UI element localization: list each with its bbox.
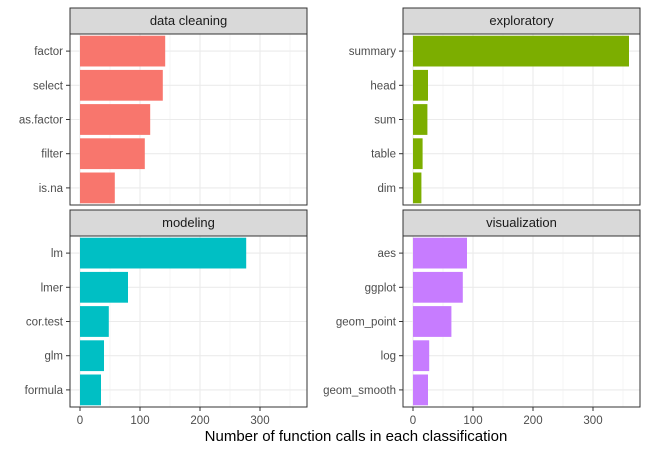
facet-strip — [402, 209, 641, 237]
facet-strip — [69, 7, 308, 35]
y-tick-label-table: table — [371, 149, 396, 161]
facet-panel-exploratory: exploratory summary head sum table dim — [349, 7, 641, 206]
facet-strip — [402, 7, 641, 35]
bar-sum — [413, 104, 428, 135]
y-tick-label-dim: dim — [377, 183, 396, 195]
facet-strip-title: exploratory — [489, 13, 554, 28]
bar-geom_point — [413, 306, 452, 337]
bar-factor — [80, 35, 166, 67]
bar-summary — [413, 35, 629, 67]
y-tick-label-geom_smooth: geom_smooth — [323, 385, 396, 397]
panel-border — [69, 235, 308, 408]
y-tick-label-summary: summary — [349, 46, 397, 58]
x-tick-label: 100 — [130, 415, 149, 427]
x-tick-label: 0 — [77, 415, 83, 427]
bar-lm — [80, 237, 247, 269]
y-tick-label-cor.test: cor.test — [26, 317, 64, 329]
bar-ggplot — [413, 271, 463, 303]
x-tick-label: 300 — [583, 415, 602, 427]
facet-strip-title: visualization — [486, 215, 557, 230]
bar-head — [413, 69, 428, 101]
bar-is.na — [80, 172, 115, 204]
y-tick-label-filter: filter — [41, 149, 63, 161]
y-tick-label-lmer: lmer — [41, 282, 64, 294]
bar-lmer — [80, 271, 128, 303]
bar-glm — [80, 340, 104, 372]
y-tick-label-formula: formula — [25, 385, 64, 397]
y-tick-label-geom_point: geom_point — [336, 317, 397, 329]
x-tick-label: 200 — [190, 415, 209, 427]
y-tick-label-ggplot: ggplot — [365, 282, 397, 294]
bar-filter — [80, 138, 145, 170]
bar-formula — [80, 374, 101, 406]
bar-aes — [413, 237, 467, 269]
facet-strip-title: modeling — [162, 215, 215, 230]
x-tick-label: 100 — [463, 415, 482, 427]
x-tick-label: 0 — [410, 415, 416, 427]
y-tick-label-log: log — [381, 351, 396, 363]
y-tick-label-select: select — [33, 80, 64, 92]
facet-strip-title: data cleaning — [150, 13, 227, 28]
x-tick-label: 200 — [523, 415, 542, 427]
bar-log — [413, 340, 430, 372]
panel-border — [402, 33, 641, 206]
y-tick-label-as.factor: as.factor — [19, 115, 63, 127]
y-tick-label-lm: lm — [51, 248, 63, 260]
y-tick-label-sum: sum — [374, 115, 396, 127]
bar-dim — [413, 172, 422, 204]
bar-table — [413, 138, 423, 170]
x-tick-label: 300 — [250, 415, 269, 427]
x-axis-title: Number of function calls in each classif… — [205, 428, 508, 445]
y-tick-label-head: head — [370, 80, 396, 92]
facet-panel-modeling: modeling lm lmer cor.test glm formula 0 100 200 3… — [25, 209, 308, 427]
y-tick-label-is.na: is.na — [39, 183, 64, 195]
bar-cor.test — [80, 306, 109, 337]
panel-border — [69, 33, 308, 206]
y-tick-label-factor: factor — [34, 46, 63, 58]
y-tick-label-glm: glm — [44, 351, 63, 363]
bar-as.factor — [80, 104, 151, 135]
facet-panel-data-cleaning: data cleaning factor select as.factor filter… — [19, 7, 308, 206]
y-tick-label-aes: aes — [377, 248, 396, 260]
panel-border — [402, 235, 641, 408]
bar-geom_smooth — [413, 374, 428, 406]
bar-select — [80, 69, 163, 101]
